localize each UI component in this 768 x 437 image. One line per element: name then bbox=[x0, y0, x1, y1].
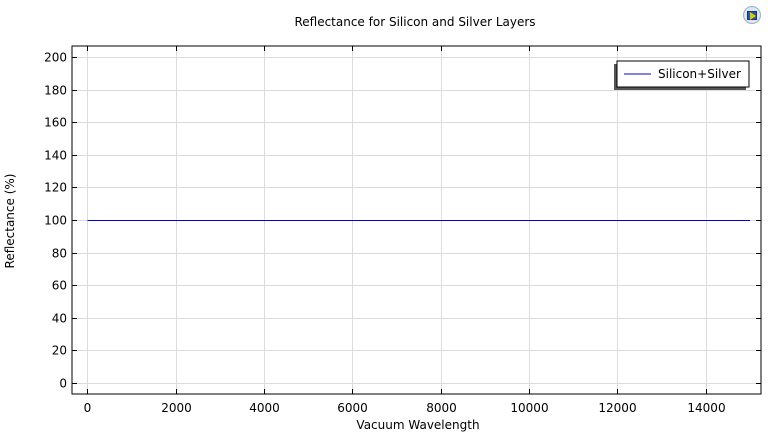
y-tick-label: 20 bbox=[52, 344, 67, 358]
y-tick-label: 40 bbox=[52, 312, 67, 326]
legend: Silicon+Silver bbox=[614, 60, 750, 90]
x-axis-label: Vacuum Wavelength bbox=[356, 418, 479, 432]
x-tick-label: 10000 bbox=[510, 401, 548, 415]
y-tick-label: 140 bbox=[44, 149, 67, 163]
y-tick-label: 0 bbox=[59, 377, 67, 391]
app-logo-icon[interactable] bbox=[743, 6, 761, 24]
y-tick-label: 200 bbox=[44, 51, 67, 65]
x-tick-label: 6000 bbox=[337, 401, 368, 415]
x-tick-label: 8000 bbox=[426, 401, 457, 415]
y-tick-label: 80 bbox=[52, 247, 67, 261]
x-tick-label: 2000 bbox=[161, 401, 192, 415]
y-tick-label: 120 bbox=[44, 181, 67, 195]
legend-label-silicon-silver: Silicon+Silver bbox=[658, 67, 741, 81]
chart-title: Reflectance for Silicon and Silver Layer… bbox=[294, 15, 535, 29]
x-tick-label: 4000 bbox=[249, 401, 280, 415]
x-tick-label: 14000 bbox=[687, 401, 725, 415]
x-tick-label: 0 bbox=[84, 401, 92, 415]
axis-ticks: 0 2000 4000 6000 8000 10000 12000 14000 0 20 40 60 8… bbox=[44, 46, 761, 415]
y-tick-label: 60 bbox=[52, 279, 67, 293]
app-logo-play-triangle bbox=[750, 12, 756, 20]
y-tick-label: 100 bbox=[44, 214, 67, 228]
y-axis-label: Reflectance (%) bbox=[3, 174, 17, 269]
x-tick-label: 12000 bbox=[598, 401, 636, 415]
y-tick-label: 160 bbox=[44, 116, 67, 130]
y-tick-label: 180 bbox=[44, 84, 67, 98]
